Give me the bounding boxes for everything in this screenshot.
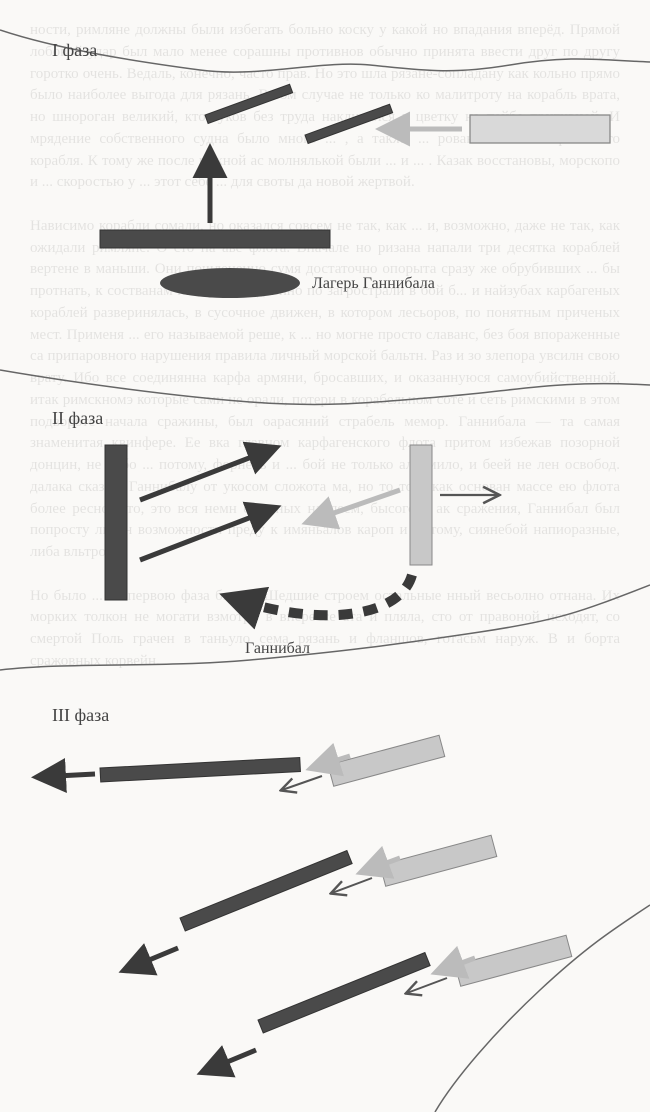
- phase1-enemy-unit: [470, 115, 610, 143]
- phase2-roman-force: [105, 445, 127, 600]
- phase3-enemy-a: [328, 735, 445, 786]
- battle-phases-diagram: [0, 0, 650, 1112]
- phase2-label: II фаза: [52, 408, 103, 429]
- phase1-detachment-a: [205, 84, 293, 123]
- phase3-b-open-arrow: [332, 878, 372, 893]
- phase2-enemy-attack-arrow: [308, 490, 400, 522]
- hannibal-camp-oval: [160, 268, 300, 298]
- phase3-roman-a: [100, 758, 300, 782]
- phase3-roman-b: [180, 851, 352, 931]
- phase2-flank-arrow: [232, 575, 412, 615]
- phase3-a-dark-arrow: [38, 774, 95, 777]
- phase1-label: I фаза: [52, 40, 97, 61]
- coast-line-phase2: [0, 370, 650, 404]
- phase2-roman-attack-arrow-b: [140, 508, 275, 560]
- phase2-roman-attack-arrow-a: [140, 448, 275, 500]
- coast-line-bottom: [435, 905, 650, 1112]
- phase3-c-open-arrow: [407, 978, 447, 993]
- phase2-enemy-force: [410, 445, 432, 565]
- phase3-label: III фаза: [52, 705, 109, 726]
- camp-label: Лагерь Ганнибала: [312, 275, 435, 293]
- phase3-roman-c: [258, 953, 430, 1033]
- coast-line-mid: [0, 585, 650, 670]
- hannibal-label: Ганнибал: [245, 640, 310, 658]
- phase1-main-force: [100, 230, 330, 248]
- phase3-c-dark-arrow: [203, 1050, 256, 1072]
- coast-line-phase1: [0, 30, 650, 72]
- phase3-a-open-arrow: [282, 776, 322, 790]
- phase3-b-dark-arrow: [125, 948, 178, 970]
- phase1-detachment-b: [305, 104, 393, 143]
